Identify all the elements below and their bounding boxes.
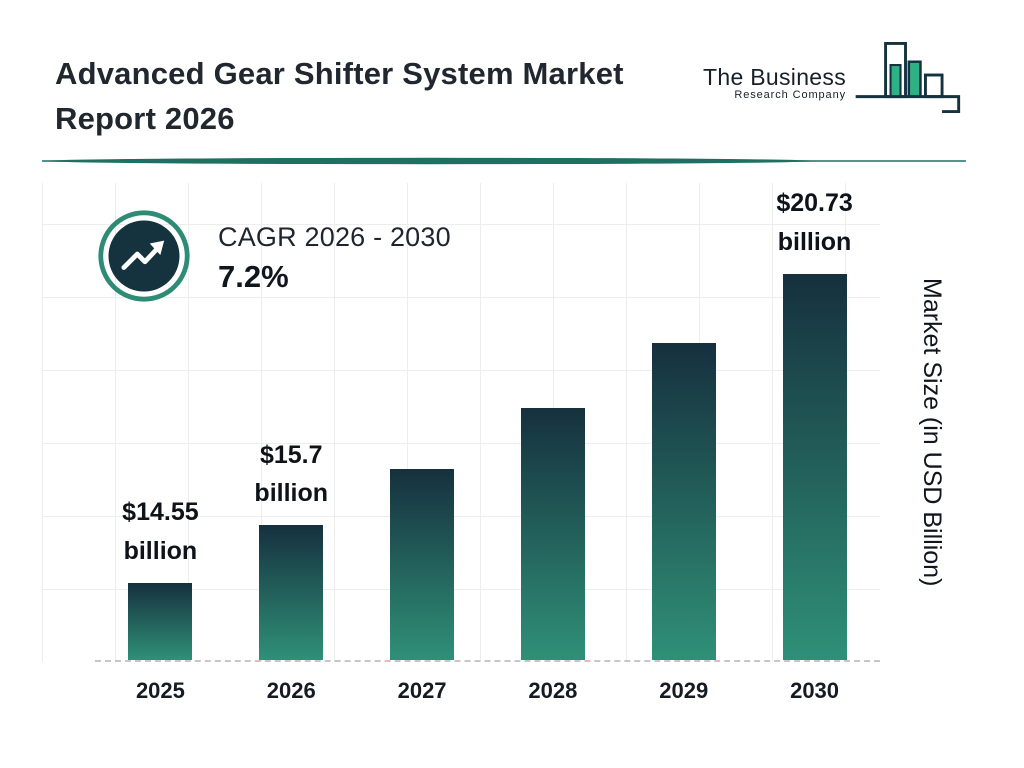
- logo-name: The Business: [703, 64, 846, 90]
- chart-gridlines: [42, 183, 880, 662]
- x-tick-label: 2026: [266, 678, 316, 703]
- bar-slot: [618, 185, 749, 660]
- x-axis-labels: 2025 2026 2027 2028 2029 2030: [95, 678, 880, 704]
- x-tick-label: 2027: [397, 678, 447, 703]
- bar-value-label: $20.73 billion: [776, 189, 853, 256]
- x-tick-label: 2025: [135, 678, 185, 703]
- bar-2029: [651, 343, 716, 660]
- x-tick-label: 2030: [790, 678, 840, 703]
- cagr-label: CAGR 2026 - 2030: [218, 222, 451, 252]
- bar-slot: [357, 185, 488, 660]
- header-divider: [42, 157, 966, 165]
- bar-chart-logo-icon: [854, 40, 962, 125]
- y-axis-title: Market Size (in USD Billion): [918, 278, 946, 587]
- page-title-line2: Report 2026: [55, 100, 235, 136]
- cagr-value: 7.2%: [218, 259, 289, 294]
- bar-slot: $20.73 billion: [749, 185, 880, 660]
- logo-subname: Research Company: [734, 89, 846, 101]
- bar-2026: [259, 525, 324, 660]
- company-logo-text: The Business Research Company: [703, 64, 846, 101]
- page-title-line1: Advanced Gear Shifter System Market: [55, 56, 624, 91]
- bar-slot: [487, 185, 618, 660]
- x-tick-label: 2029: [659, 678, 709, 703]
- bar-2028: [520, 408, 585, 660]
- company-logo: The Business Research Company: [703, 40, 962, 125]
- bar-value-label: $14.55 billion: [122, 498, 199, 565]
- bar-slot: $15.7 billion: [226, 185, 357, 660]
- bar-2030: [782, 273, 847, 660]
- trend-up-arrow-icon: [96, 208, 192, 309]
- cagr-text: CAGR 2026 - 2030 7.2%: [218, 222, 451, 295]
- bar-value-label: $15.7 billion: [254, 440, 329, 508]
- bars-layer: $14.55 billion $15.7 billion $20.73 billion: [95, 185, 880, 662]
- bar-2025: [128, 582, 193, 660]
- cagr-badge: CAGR 2026 - 2030 7.2%: [96, 208, 451, 309]
- bar-2027: [390, 468, 455, 660]
- bar-slot: $14.55 billion: [95, 185, 226, 660]
- x-tick-label: 2028: [528, 678, 578, 703]
- page-title: Advanced Gear Shifter System Market Repo…: [55, 52, 695, 142]
